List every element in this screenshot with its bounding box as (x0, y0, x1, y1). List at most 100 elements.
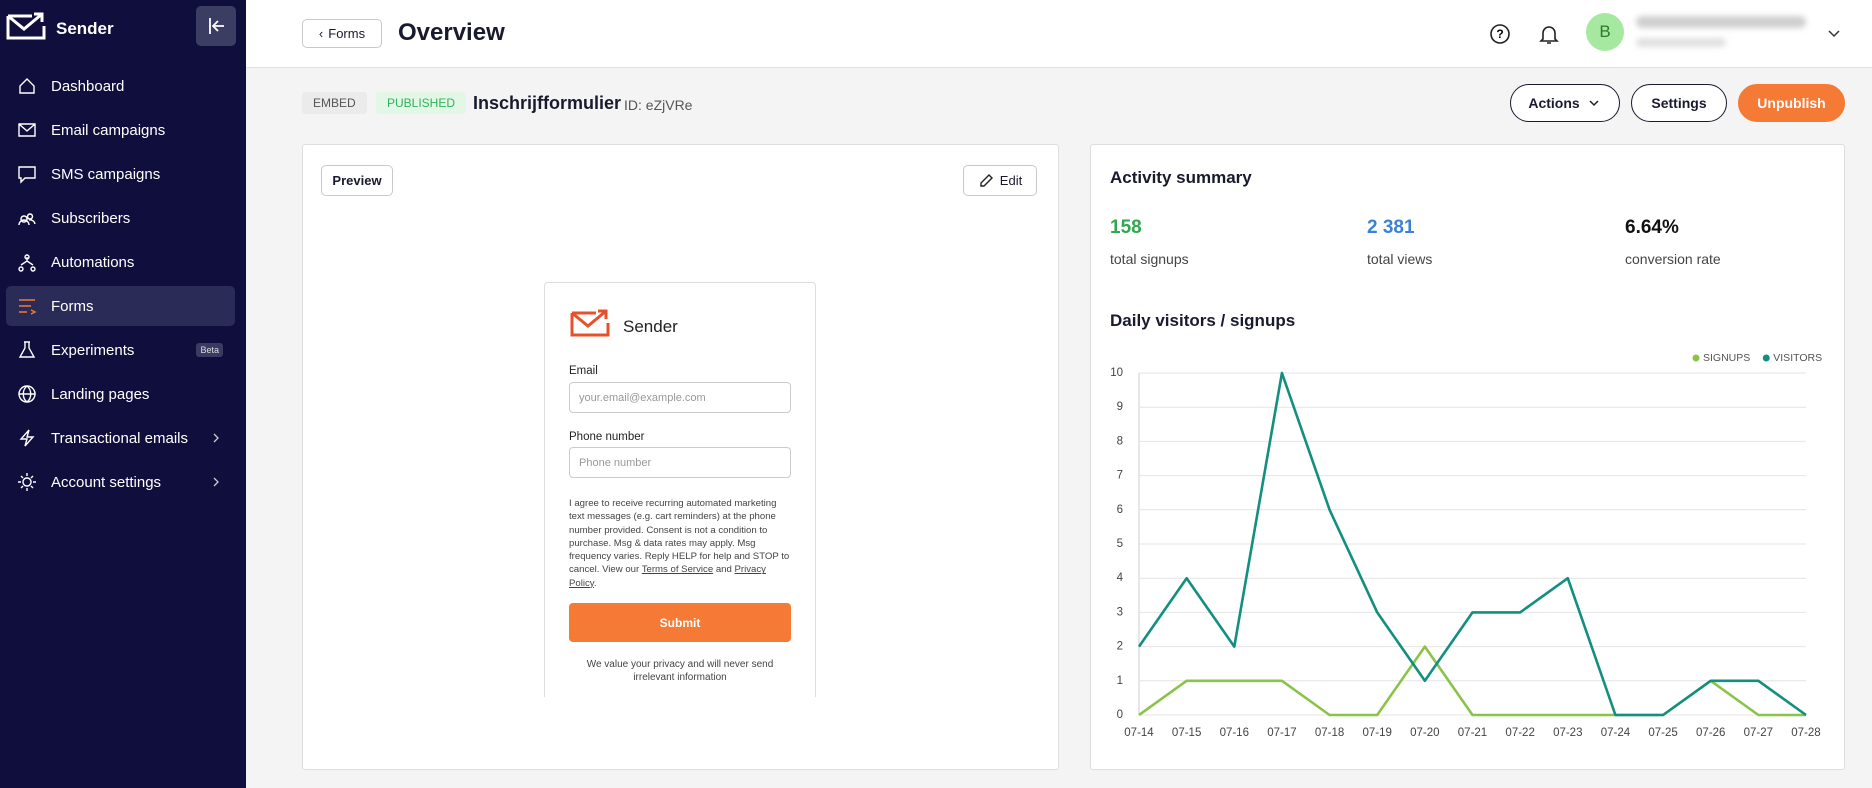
back-button[interactable]: ‹ Forms (302, 19, 382, 48)
x-tick-label: 07-25 (1648, 727, 1677, 739)
y-tick-label: 5 (1117, 538, 1123, 550)
user-name-blurred (1636, 16, 1806, 28)
nav-label: Email campaigns (51, 121, 166, 139)
phone-label: Phone number (569, 431, 645, 443)
legend-marker (1762, 354, 1770, 362)
x-tick-label: 07-17 (1267, 727, 1296, 739)
series-line (1137, 371, 1807, 717)
legend-label: SIGNUPS (1703, 352, 1750, 364)
unpublish-button[interactable]: Unpublish (1738, 84, 1845, 122)
nav-chevron (213, 433, 219, 443)
brand: Sender (56, 19, 114, 38)
nav-icon (19, 299, 37, 315)
y-tick-label: 9 (1117, 401, 1123, 413)
type-badge: EMBED (302, 92, 367, 114)
submit-button[interactable]: Submit (569, 603, 791, 642)
consent-text: I agree to receive recurring automated m… (569, 497, 793, 590)
x-tick-label: 07-14 (1124, 727, 1154, 739)
nav-label: Transactional emails (51, 429, 188, 447)
email-input[interactable]: your.email@example.com (569, 382, 791, 413)
notifications-icon[interactable] (1537, 22, 1561, 46)
phone-input[interactable]: Phone number (569, 447, 791, 478)
y-tick-label: 7 (1117, 470, 1123, 482)
nav-item[interactable]: Landing pages (6, 374, 235, 414)
preview-button[interactable]: Preview (321, 165, 393, 196)
y-tick-label: 10 (1110, 367, 1123, 379)
y-tick-label: 4 (1117, 572, 1124, 584)
actions-button[interactable]: Actions (1510, 84, 1620, 122)
user-menu-chevron[interactable] (1826, 25, 1842, 41)
stat-label: total signups (1110, 251, 1189, 267)
summary-panel: Activity summary 158 total signups 2 381… (1090, 144, 1845, 770)
header: ‹ Forms Overview ? B (246, 0, 1872, 68)
nav-item[interactable]: Experiments Beta (6, 330, 235, 370)
summary-title: Activity summary (1110, 168, 1252, 187)
x-tick-label: 07-28 (1791, 727, 1820, 739)
sidebar: Sender Dashboard Email campaigns SMS campa… (0, 0, 246, 788)
x-tick-label: 07-16 (1220, 727, 1249, 739)
nav-item[interactable]: Transactional emails (6, 418, 235, 458)
x-tick-label: 07-26 (1696, 727, 1725, 739)
stat-value: 158 (1110, 217, 1142, 238)
nav-label: Forms (51, 297, 94, 315)
help-icon[interactable]: ? (1488, 22, 1512, 46)
nav-item[interactable]: Dashboard (6, 66, 235, 106)
actions-chevron (1589, 100, 1599, 107)
nav-item[interactable]: Automations (6, 242, 235, 282)
logo-icon (6, 12, 46, 40)
edit-button[interactable]: Edit (963, 165, 1037, 196)
nav-chevron (213, 477, 219, 487)
x-tick-label: 07-18 (1315, 727, 1344, 739)
nav-label: Dashboard (51, 77, 125, 95)
form-id: ID: eZjVRe (624, 97, 693, 113)
privacy-link[interactable]: Privacy Policy (569, 564, 766, 589)
edit-icon (980, 173, 993, 187)
nav-label: Account settings (51, 473, 162, 491)
user-email-blurred (1636, 38, 1726, 47)
x-tick-label: 07-21 (1458, 727, 1487, 739)
nav-badge: Beta (196, 343, 223, 357)
y-tick-label: 8 (1117, 435, 1123, 447)
nav-item[interactable]: Forms (6, 286, 235, 326)
y-tick-label: 6 (1117, 504, 1123, 516)
consent-body: I agree to receive recurring automated m… (569, 498, 790, 576)
y-tick-label: 0 (1117, 709, 1123, 721)
x-tick-label: 07-19 (1363, 727, 1392, 739)
nav-item[interactable]: Account settings (6, 462, 235, 502)
x-tick-label: 07-15 (1172, 727, 1201, 739)
stat-label: conversion rate (1625, 251, 1721, 267)
collapse-button[interactable] (196, 6, 236, 46)
y-tick-label: 2 (1117, 641, 1123, 653)
svg-text:?: ? (1496, 27, 1503, 41)
legend-marker (1692, 354, 1700, 362)
collapse-icon (209, 18, 224, 34)
nav-icon (18, 385, 36, 403)
actions-label: Actions (1528, 95, 1580, 111)
consent-and: and (715, 564, 732, 576)
settings-button[interactable]: Settings (1631, 84, 1727, 122)
nav-icon (18, 123, 36, 137)
nav-icon (18, 213, 36, 226)
stat-value: 6.64% (1625, 217, 1679, 238)
nav-label: Landing pages (51, 385, 150, 403)
x-tick-label: 07-24 (1601, 727, 1631, 739)
preview-panel: Preview Edit Sender Email your.email@exa… (302, 144, 1059, 770)
nav-icon (19, 78, 35, 94)
nav-label: Automations (51, 253, 135, 271)
form-name: Inschrijfformulier (473, 93, 622, 113)
nav-item[interactable]: SMS campaigns (6, 154, 235, 194)
legend-label: VISITORS (1773, 352, 1822, 364)
avatar[interactable]: B (1586, 13, 1624, 51)
nav-icon (18, 254, 36, 272)
x-tick-label: 07-23 (1553, 727, 1582, 739)
nav-item[interactable]: Email campaigns (6, 110, 235, 150)
nav-item[interactable]: Subscribers (6, 198, 235, 238)
x-tick-label: 07-27 (1744, 727, 1773, 739)
terms-link[interactable]: Terms of Service (641, 564, 714, 576)
form-logo-icon (570, 309, 610, 337)
form-brand: Sender (623, 317, 678, 336)
consent-end: . (593, 577, 597, 589)
chart-title: Daily visitors / signups (1110, 311, 1296, 330)
edit-label: Edit (999, 173, 1023, 188)
